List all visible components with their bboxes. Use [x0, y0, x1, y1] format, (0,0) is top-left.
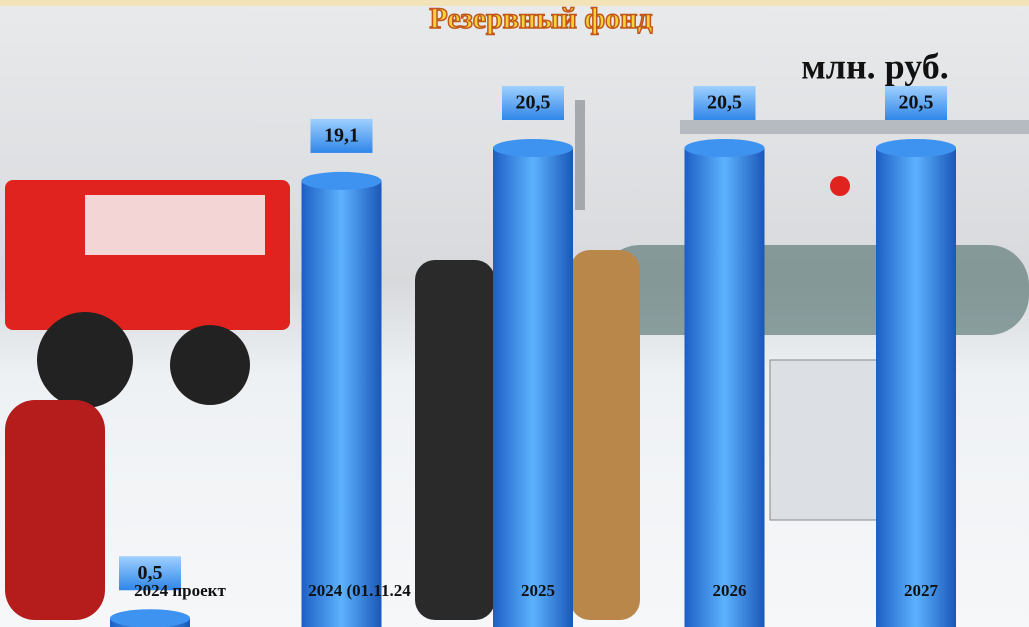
x-tick-label: 2027: [904, 581, 939, 600]
x-tick-label: 2024 проект: [134, 581, 226, 600]
unit-label: млн. руб.: [801, 46, 949, 86]
bar: [684, 148, 765, 627]
bar: [876, 148, 956, 627]
bar-top: [110, 609, 190, 627]
x-tick-label: 2025: [521, 581, 555, 600]
value-label-box: [885, 86, 947, 120]
value-label: 19,1: [324, 125, 359, 147]
value-label-box: [502, 86, 564, 120]
bar: [493, 148, 573, 627]
value-label: 0,5: [138, 562, 163, 584]
x-tick-label: 2024 (01.11.24: [308, 581, 411, 600]
top-strip: [0, 0, 1029, 6]
chart-title: Резервный фонд: [429, 2, 652, 35]
value-label: 20,5: [899, 92, 934, 114]
value-label: 20,5: [707, 92, 742, 114]
value-label-box: [693, 86, 756, 120]
bar: [301, 180, 382, 627]
bar-top: [684, 139, 765, 157]
value-label-box: [310, 118, 373, 153]
bar-top: [876, 139, 956, 157]
x-tick-label: 2026: [713, 581, 747, 600]
value-label-box: [119, 556, 181, 591]
bar-top: [493, 139, 573, 157]
bar-top: [301, 171, 382, 190]
value-label: 20,5: [516, 92, 551, 114]
